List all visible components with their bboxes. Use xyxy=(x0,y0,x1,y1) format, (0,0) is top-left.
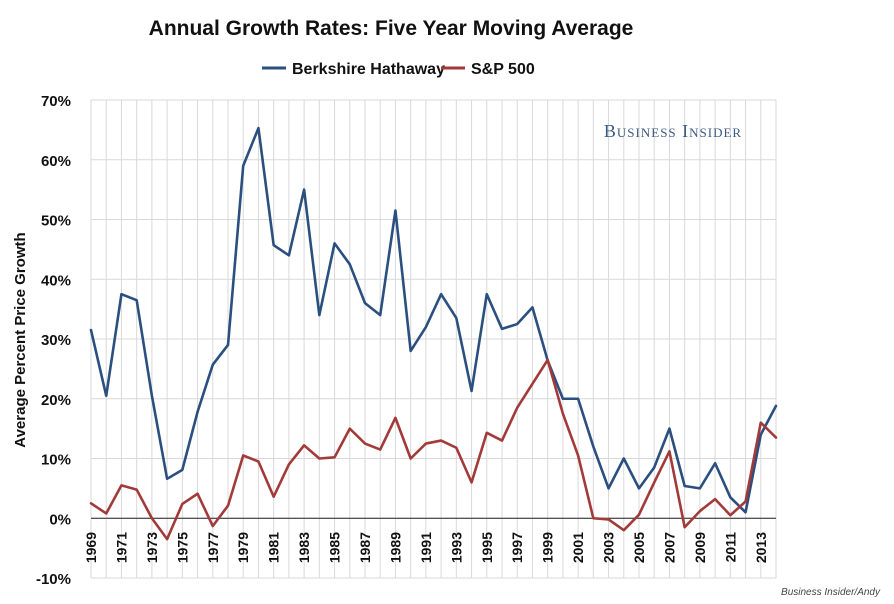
x-axis-ticks: 1969 1971 1973 1975 1977 1979 1981 1983 1985 1987… xyxy=(83,532,769,563)
x-tick-label: 1971 xyxy=(113,532,129,563)
y-tick-label: 40% xyxy=(41,272,71,289)
x-tick-label: 1989 xyxy=(387,532,403,563)
x-tick-label: 1977 xyxy=(205,532,221,563)
y-tick-label: 0% xyxy=(49,511,71,528)
x-tick-label: 1997 xyxy=(509,532,525,563)
x-tick-label: 1975 xyxy=(174,532,190,563)
x-tick-label: 1983 xyxy=(296,532,312,563)
chart-title: Annual Growth Rates: Five Year Moving Av… xyxy=(149,17,634,40)
x-tick-label: 2001 xyxy=(570,532,586,563)
x-tick-label: 1995 xyxy=(479,532,495,563)
x-tick-label: 1999 xyxy=(540,532,556,563)
x-tick-label: 1985 xyxy=(327,532,343,563)
y-tick-label: 70% xyxy=(41,93,71,110)
legend-label-sp500: S&P 500 xyxy=(471,61,535,78)
x-tick-label: 2005 xyxy=(631,532,647,563)
x-tick-label: 1969 xyxy=(83,532,99,563)
y-tick-label: -10% xyxy=(36,571,71,588)
series-line-sp500 xyxy=(89,358,778,541)
grid xyxy=(90,99,777,579)
x-tick-label: 1981 xyxy=(266,532,282,563)
x-tick-label: 2011 xyxy=(722,532,738,563)
y-tick-label: 50% xyxy=(41,213,71,230)
y-tick-label: 30% xyxy=(41,332,71,349)
y-axis-ticks: 70% 60% 50% 40% 30% 20% 10% 0% -10% xyxy=(36,93,71,588)
legend: Berkshire Hathaway S&P 500 xyxy=(262,61,535,78)
y-axis-label: Average Percent Price Growth xyxy=(12,232,29,447)
x-tick-label: 1991 xyxy=(418,532,434,563)
source-credit: Business Insider/Andy xyxy=(781,587,881,598)
x-tick-label: 1987 xyxy=(357,532,373,563)
y-tick-label: 20% xyxy=(41,392,71,409)
x-tick-label: 1979 xyxy=(235,532,251,563)
y-tick-label: 10% xyxy=(41,452,71,469)
watermark-logo: Business Insider xyxy=(604,121,742,141)
x-tick-label: 2013 xyxy=(753,532,769,563)
y-tick-label: 60% xyxy=(41,153,71,170)
legend-label-berkshire: Berkshire Hathaway xyxy=(292,61,445,78)
series-lines xyxy=(89,126,778,541)
x-tick-label: 2003 xyxy=(601,532,617,563)
x-tick-label: 2007 xyxy=(661,532,677,563)
x-tick-label: 1993 xyxy=(448,532,464,563)
series-line-berkshire xyxy=(89,126,778,514)
x-tick-label: 2009 xyxy=(692,532,708,563)
x-tick-label: 1973 xyxy=(144,532,160,563)
